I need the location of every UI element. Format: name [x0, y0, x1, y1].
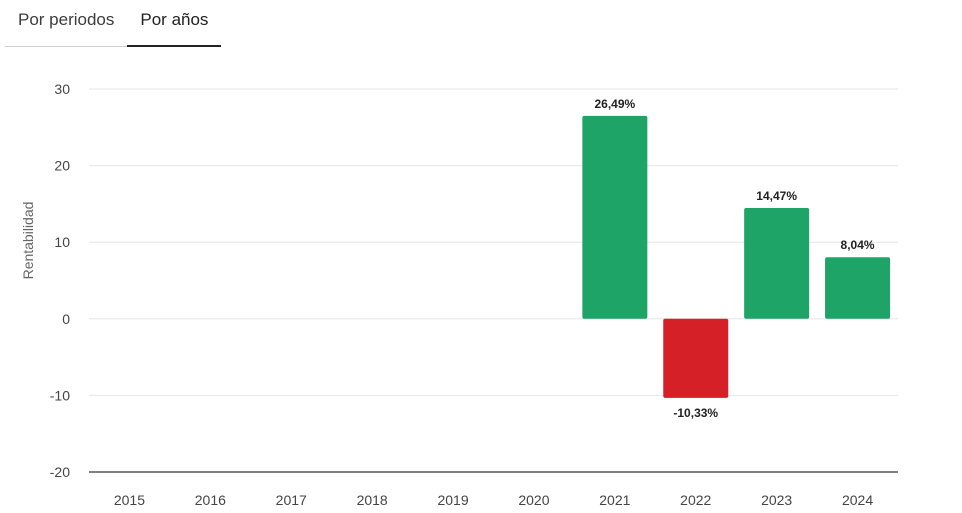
x-tick-label: 2017	[276, 492, 307, 508]
tab-bar: Por periodos Por años	[5, 0, 222, 47]
x-tick-label: 2022	[680, 492, 711, 508]
y-tick-label: 30	[54, 81, 70, 97]
data-label-2023: 14,47%	[756, 189, 797, 203]
y-tick-label: -20	[50, 464, 70, 480]
x-tick-label: 2021	[599, 492, 630, 508]
y-tick-label: 0	[62, 311, 70, 327]
bars	[582, 115, 891, 398]
tab-por-anos[interactable]: Por años	[127, 0, 222, 47]
bar-2022[interactable]	[663, 318, 729, 398]
x-tick-label: 2024	[842, 492, 873, 508]
bar-2023[interactable]	[744, 207, 810, 319]
y-tick-label: 10	[54, 234, 70, 250]
data-label-2024: 8,04%	[841, 238, 875, 252]
x-tick-label: 2016	[195, 492, 226, 508]
tab-por-periodos[interactable]: Por periodos	[5, 0, 128, 47]
x-tick-label: 2023	[761, 492, 792, 508]
bar-2024[interactable]	[825, 257, 891, 319]
y-axis-ticks: 30 20 10 0 -10 -20	[50, 81, 70, 480]
y-axis-title: Rentabilidad	[20, 202, 36, 280]
data-label-2021: 26,49%	[594, 97, 635, 111]
x-tick-label: 2015	[114, 492, 145, 508]
y-tick-label: -10	[50, 387, 70, 403]
y-tick-label: 20	[54, 158, 70, 174]
x-tick-label: 2019	[437, 492, 468, 508]
data-label-2022: -10,33%	[673, 406, 718, 420]
grid-lines	[89, 88, 898, 473]
x-tick-label: 2018	[357, 492, 388, 508]
x-tick-label: 2020	[518, 492, 549, 508]
x-axis-ticks: 2015 2016 2017 2018 2019 2020 2021 2022 2023 2024	[114, 492, 873, 508]
bar-2021[interactable]	[582, 115, 648, 319]
data-labels: 26,49% -10,33% 14,47% 8,04%	[594, 97, 874, 420]
